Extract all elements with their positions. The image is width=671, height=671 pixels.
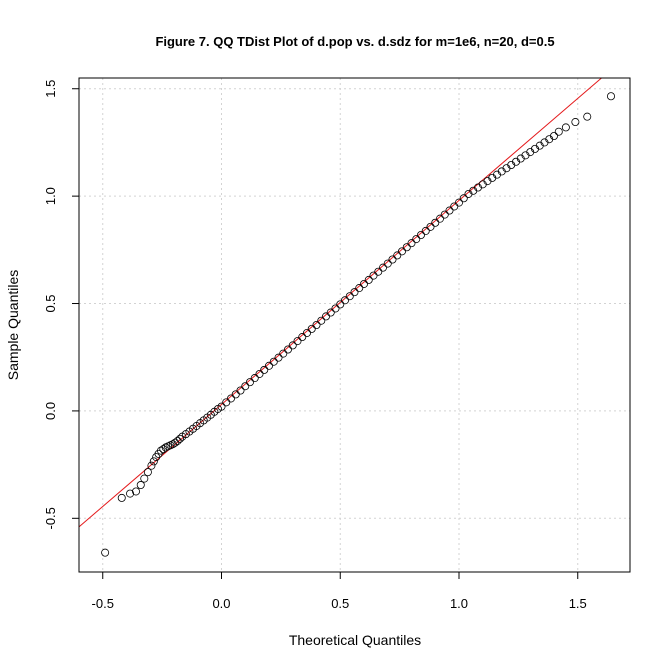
data-point	[159, 445, 168, 454]
data-point	[440, 210, 449, 219]
data-point	[264, 361, 273, 370]
data-point	[222, 398, 231, 407]
grid-lines	[79, 78, 630, 572]
data-point	[173, 436, 182, 445]
reference-line-group	[78, 77, 602, 528]
y-tick-label: 1.0	[43, 187, 58, 205]
x-axis: -0.5 0.0 0.5 1.0 1.5	[92, 572, 587, 611]
data-point	[431, 218, 440, 227]
data-point	[369, 271, 378, 280]
data-point	[250, 374, 259, 383]
data-point	[217, 402, 226, 411]
data-point	[117, 493, 126, 502]
data-point	[171, 438, 180, 447]
x-tick-label: 0.5	[331, 596, 349, 611]
x-tick-label: 1.5	[569, 596, 587, 611]
data-point	[416, 231, 425, 240]
data-point	[312, 320, 321, 329]
y-tick-label: 0.0	[43, 402, 58, 420]
plot-frame	[78, 77, 631, 573]
x-tick-label: 0.0	[212, 596, 230, 611]
data-point	[126, 489, 135, 498]
data-point	[397, 247, 406, 256]
data-point	[359, 279, 368, 288]
data-point	[147, 461, 156, 470]
data-point	[583, 112, 592, 121]
data-point	[255, 369, 264, 378]
data-point	[550, 131, 559, 140]
data-point	[378, 263, 387, 272]
y-tick-label: 0.5	[43, 294, 58, 312]
data-point	[236, 386, 245, 395]
data-point	[412, 235, 421, 244]
data-point	[454, 198, 463, 207]
data-point	[426, 222, 435, 231]
data-point	[279, 349, 288, 358]
y-tick-label: 1.5	[43, 80, 58, 98]
data-point	[149, 457, 158, 466]
y-tick-label: -0.5	[43, 507, 58, 529]
data-point	[407, 239, 416, 248]
data-point	[298, 333, 307, 342]
data-point	[607, 92, 616, 101]
data-point	[435, 214, 444, 223]
data-point	[274, 353, 283, 362]
data-point	[326, 308, 335, 317]
data-point	[350, 288, 359, 297]
data-point	[260, 365, 269, 374]
data-point	[340, 296, 349, 305]
data-point	[140, 474, 149, 483]
data-point	[571, 118, 580, 127]
data-point	[450, 202, 459, 211]
data-point	[269, 357, 278, 366]
data-point	[136, 481, 145, 490]
data-point	[355, 284, 364, 293]
reference-line	[78, 77, 602, 528]
chart-title: Figure 7. QQ TDist Plot of d.pop vs. d.s…	[155, 34, 554, 49]
data-point	[336, 300, 345, 309]
y-axis-label: Sample Quantiles	[5, 270, 21, 381]
data-point	[241, 382, 250, 391]
data-point	[131, 487, 140, 496]
data-point	[331, 304, 340, 313]
data-point	[345, 292, 354, 301]
x-axis-label: Theoretical Quantiles	[289, 632, 421, 648]
data-point	[383, 259, 392, 268]
data-point	[245, 378, 254, 387]
data-point	[421, 226, 430, 235]
data-point	[374, 267, 383, 276]
data-point	[393, 251, 402, 260]
data-point	[231, 390, 240, 399]
data-point	[554, 127, 563, 136]
x-tick-label: -0.5	[92, 596, 114, 611]
x-tick-label: 1.0	[450, 596, 468, 611]
data-point	[388, 255, 397, 264]
data-points	[101, 92, 616, 557]
data-point	[317, 316, 326, 325]
data-point	[101, 548, 110, 557]
data-point	[293, 337, 302, 346]
data-point	[561, 123, 570, 132]
data-point	[288, 341, 297, 350]
data-point	[445, 206, 454, 215]
data-point	[402, 243, 411, 252]
y-axis: -0.5 0.0 0.5 1.0 1.5	[43, 80, 79, 530]
data-point	[364, 275, 373, 284]
data-point	[283, 345, 292, 354]
data-point	[307, 324, 316, 333]
data-point	[143, 468, 152, 477]
data-point	[226, 394, 235, 403]
data-point	[321, 312, 330, 321]
data-point	[175, 434, 184, 443]
data-point	[302, 328, 311, 337]
data-point	[459, 194, 468, 203]
